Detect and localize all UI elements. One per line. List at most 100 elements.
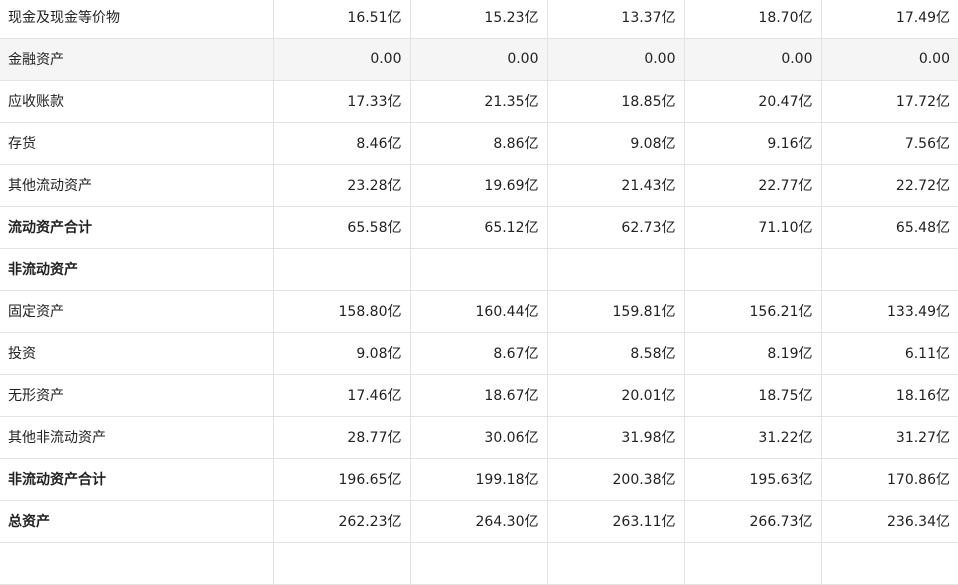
value-cell: 7.56亿 [820, 122, 958, 165]
value-cell: 264.30亿 [409, 500, 547, 543]
value-cell: 8.46亿 [272, 122, 410, 165]
value-cell: 263.11亿 [546, 500, 684, 543]
value-cell: 262.23亿 [272, 500, 410, 543]
value-cell [683, 542, 821, 585]
table-row: 现金及现金等价物 16.51亿 15.23亿 13.37亿 18.70亿 17.49亿 [0, 0, 958, 39]
value-cell: 0.00 [546, 38, 684, 81]
table-row: 应收账款 17.33亿 21.35亿 18.85亿 20.47亿 17.72亿 [0, 80, 958, 123]
value-cell: 30.06亿 [409, 416, 547, 459]
value-cell: 18.75亿 [683, 374, 821, 417]
value-cell: 18.67亿 [409, 374, 547, 417]
value-cell: 8.19亿 [683, 332, 821, 375]
table-row [0, 542, 958, 585]
table-row: 投资 9.08亿 8.67亿 8.58亿 8.19亿 6.11亿 [0, 332, 958, 375]
row-label: 非流动资产 [0, 248, 273, 291]
table-row: 无形资产 17.46亿 18.67亿 20.01亿 18.75亿 18.16亿 [0, 374, 958, 417]
value-cell: 6.11亿 [820, 332, 958, 375]
value-cell: 18.85亿 [546, 80, 684, 123]
value-cell: 20.47亿 [683, 80, 821, 123]
table-row: 其他非流动资产 28.77亿 30.06亿 31.98亿 31.22亿 31.27亿 [0, 416, 958, 459]
value-cell: 21.35亿 [409, 80, 547, 123]
row-label: 固定资产 [0, 290, 273, 333]
row-label: 其他流动资产 [0, 164, 273, 207]
value-cell: 170.86亿 [820, 458, 958, 501]
table-row: 存货 8.46亿 8.86亿 9.08亿 9.16亿 7.56亿 [0, 122, 958, 165]
row-label: 总资产 [0, 500, 273, 543]
value-cell: 62.73亿 [546, 206, 684, 249]
value-cell: 13.37亿 [546, 0, 684, 39]
row-label: 金融资产 [0, 38, 273, 81]
value-cell [409, 248, 547, 291]
table-row: 流动资产合计 65.58亿 65.12亿 62.73亿 71.10亿 65.48亿 [0, 206, 958, 249]
value-cell [820, 542, 958, 585]
value-cell: 31.98亿 [546, 416, 684, 459]
value-cell: 18.70亿 [683, 0, 821, 39]
row-label: 投资 [0, 332, 273, 375]
value-cell: 9.16亿 [683, 122, 821, 165]
value-cell: 28.77亿 [272, 416, 410, 459]
value-cell: 158.80亿 [272, 290, 410, 333]
row-label: 其他非流动资产 [0, 416, 273, 459]
value-cell [546, 248, 684, 291]
value-cell: 20.01亿 [546, 374, 684, 417]
row-label: 存货 [0, 122, 273, 165]
value-cell: 31.22亿 [683, 416, 821, 459]
table-row: 其他流动资产 23.28亿 19.69亿 21.43亿 22.77亿 22.72亿 [0, 164, 958, 207]
value-cell: 8.86亿 [409, 122, 547, 165]
value-cell: 22.77亿 [683, 164, 821, 207]
value-cell: 31.27亿 [820, 416, 958, 459]
table-row: 非流动资产合计 196.65亿 199.18亿 200.38亿 195.63亿 170.8… [0, 458, 958, 501]
value-cell: 196.65亿 [272, 458, 410, 501]
row-label: 现金及现金等价物 [0, 0, 273, 39]
row-label: 流动资产合计 [0, 206, 273, 249]
value-cell: 9.08亿 [546, 122, 684, 165]
value-cell: 17.46亿 [272, 374, 410, 417]
value-cell: 9.08亿 [272, 332, 410, 375]
value-cell: 65.48亿 [820, 206, 958, 249]
value-cell: 22.72亿 [820, 164, 958, 207]
value-cell: 160.44亿 [409, 290, 547, 333]
value-cell: 21.43亿 [546, 164, 684, 207]
table-row: 金融资产 0.00 0.00 0.00 0.00 0.00 [0, 38, 958, 81]
value-cell: 0.00 [409, 38, 547, 81]
value-cell: 200.38亿 [546, 458, 684, 501]
value-cell [272, 248, 410, 291]
value-cell: 236.34亿 [820, 500, 958, 543]
value-cell: 15.23亿 [409, 0, 547, 39]
table-row: 固定资产 158.80亿 160.44亿 159.81亿 156.21亿 133.49亿 [0, 290, 958, 333]
value-cell [683, 248, 821, 291]
value-cell: 266.73亿 [683, 500, 821, 543]
value-cell: 17.49亿 [820, 0, 958, 39]
value-cell: 0.00 [683, 38, 821, 81]
value-cell: 8.58亿 [546, 332, 684, 375]
value-cell: 18.16亿 [820, 374, 958, 417]
value-cell [546, 542, 684, 585]
row-label [0, 542, 273, 585]
value-cell: 16.51亿 [272, 0, 410, 39]
value-cell [409, 542, 547, 585]
value-cell: 0.00 [272, 38, 410, 81]
table-row: 非流动资产 [0, 248, 958, 291]
value-cell [820, 248, 958, 291]
value-cell: 19.69亿 [409, 164, 547, 207]
row-label: 应收账款 [0, 80, 273, 123]
row-label: 无形资产 [0, 374, 273, 417]
value-cell: 23.28亿 [272, 164, 410, 207]
value-cell: 17.33亿 [272, 80, 410, 123]
value-cell: 65.58亿 [272, 206, 410, 249]
table-row: 总资产 262.23亿 264.30亿 263.11亿 266.73亿 236.34亿 [0, 500, 958, 543]
value-cell [272, 542, 410, 585]
value-cell: 159.81亿 [546, 290, 684, 333]
value-cell: 195.63亿 [683, 458, 821, 501]
value-cell: 133.49亿 [820, 290, 958, 333]
value-cell: 65.12亿 [409, 206, 547, 249]
value-cell: 156.21亿 [683, 290, 821, 333]
value-cell: 199.18亿 [409, 458, 547, 501]
row-label: 非流动资产合计 [0, 458, 273, 501]
value-cell: 8.67亿 [409, 332, 547, 375]
value-cell: 17.72亿 [820, 80, 958, 123]
value-cell: 71.10亿 [683, 206, 821, 249]
value-cell: 0.00 [820, 38, 958, 81]
